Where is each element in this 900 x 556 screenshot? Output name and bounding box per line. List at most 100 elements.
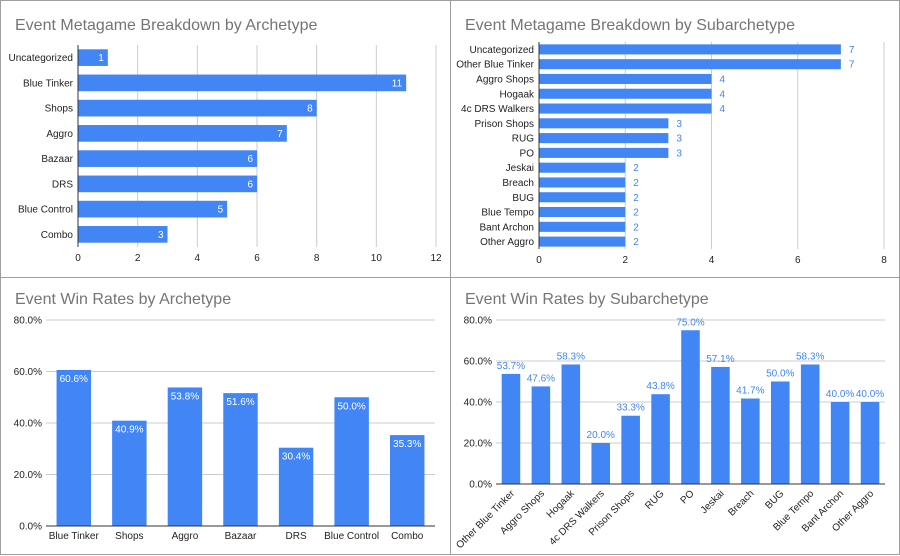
data-label: 40.0% [826, 389, 854, 400]
x-tick-label: Blue Control [324, 531, 379, 542]
bar-aggro-shops [539, 73, 712, 84]
data-label: 3 [676, 134, 682, 145]
archetype-winrate-chart: Event Win Rates by Archetype 0.0% 20.0% 40.… [14, 291, 435, 542]
chart-title: Event Metagame Breakdown by Subarchetype [465, 17, 795, 34]
data-label: 3 [676, 148, 682, 159]
x-tick-label: 10 [371, 253, 383, 264]
y-tick-label: 20.0% [14, 470, 42, 481]
y-tick-label: Uncategorized [470, 45, 534, 56]
data-label: 7 [849, 45, 855, 56]
y-tick-label: BUG [512, 193, 534, 204]
y-tick-label: 40.0% [464, 398, 492, 409]
y-tick-label: 60.0% [14, 367, 42, 378]
data-label: 6 [247, 154, 253, 165]
x-tick-label: Blue Tinker [49, 531, 100, 542]
y-tick-label: 0.0% [469, 480, 492, 491]
archetype-winrate-panel: Event Win Rates by Archetype 0.0% 20.0% 40.… [0, 277, 451, 555]
x-tick-label: DRS [286, 531, 307, 542]
chart-title: Event Win Rates by Archetype [15, 291, 231, 308]
bar-prison-shops [621, 415, 640, 484]
subarchetype-winrate-chart: Event Win Rates by Subarchetype 0.0% 20.0%… [454, 291, 885, 551]
x-tick-label: PO [679, 488, 697, 506]
y-tick-label: Uncategorized [9, 53, 73, 64]
bar-blue-control [334, 397, 369, 526]
data-label: 5 [218, 205, 224, 216]
data-label: 57.1% [706, 354, 734, 365]
data-label: 11 [392, 78, 403, 89]
y-tick-label: 40.0% [14, 419, 42, 430]
x-tick-label: 2 [135, 253, 141, 264]
archetype-breakdown-chart: Event Metagame Breakdown by Archetype 0 2 4… [9, 17, 442, 264]
x-tick-label: 8 [881, 255, 887, 266]
bar-hogaak [561, 364, 581, 484]
bar-blue-tinker [56, 369, 92, 526]
y-tick-label: 60.0% [464, 357, 492, 368]
x-tick-label: Breach [726, 488, 756, 518]
data-label: 1 [98, 53, 104, 64]
x-tick-label: Shops [115, 531, 143, 542]
x-tick-label: 0 [75, 253, 81, 264]
bar-jeskai [539, 162, 626, 173]
bar-shops [112, 420, 147, 526]
chart-title: Event Metagame Breakdown by Archetype [15, 17, 317, 34]
data-label: 33.3% [616, 403, 644, 414]
bar-combo [389, 435, 425, 526]
y-tick-label: Hogaak [500, 89, 535, 100]
data-label: 2 [633, 208, 639, 219]
x-tick-label: Combo [391, 531, 424, 542]
data-label: 53.8% [171, 391, 199, 402]
y-tick-label: Blue Tinker [23, 78, 74, 89]
bar-rug [651, 394, 670, 484]
data-label: 40.9% [115, 425, 143, 436]
y-tick-label: Bazaar [41, 154, 73, 165]
x-tick-label: 2 [622, 255, 628, 266]
data-label: 51.6% [226, 397, 254, 408]
bar-blue-tempo [539, 207, 626, 218]
y-tick-label: Aggro [46, 129, 73, 140]
data-label: 2 [633, 237, 639, 248]
x-tick-label: 8 [314, 253, 320, 264]
bar-shops [78, 99, 317, 117]
bar-breach [741, 398, 760, 484]
y-tick-label: Prison Shops [475, 119, 534, 130]
y-tick-label: Breach [502, 178, 534, 189]
data-label: 3 [676, 119, 682, 130]
archetype-breakdown-panel: Event Metagame Breakdown by Archetype 0 2 4… [0, 0, 451, 278]
y-tick-label: Blue Tempo [481, 208, 534, 219]
data-label: 53.7% [497, 361, 525, 372]
data-label: 4 [720, 74, 726, 85]
subarchetype-breakdown-chart: Event Metagame Breakdown by Subarchetype… [456, 17, 887, 266]
y-tick-label: 80.0% [464, 316, 492, 327]
x-tick-label: 0 [536, 255, 542, 266]
data-label: 3 [158, 230, 164, 241]
data-label: 35.3% [393, 439, 421, 450]
bar-other-aggro [539, 236, 626, 247]
bar-blue-control [78, 200, 228, 218]
y-tick-label: Other Aggro [480, 237, 534, 248]
bar-bant-archon [539, 221, 626, 232]
data-label: 58.3% [557, 351, 585, 362]
bar-blue-tempo [800, 364, 820, 484]
bar-bug [539, 192, 626, 203]
y-tick-label: DRS [52, 179, 73, 190]
data-label: 4 [720, 89, 726, 100]
x-tick-label: 12 [430, 253, 442, 264]
bar-bug [770, 381, 790, 484]
data-label: 7 [849, 60, 855, 71]
data-label: 20.0% [587, 430, 615, 441]
y-tick-label: 0.0% [19, 522, 42, 533]
x-tick-label: Jeskai [699, 488, 727, 516]
x-tick-label: Bazaar [225, 531, 257, 542]
data-label: 6 [247, 179, 253, 190]
y-tick-label: Jeskai [506, 163, 534, 174]
x-tick-label: 6 [254, 253, 260, 264]
bar-uncategorized [539, 44, 841, 55]
y-tick-label: Aggro Shops [476, 74, 534, 85]
bar-po [681, 330, 700, 484]
data-label: 2 [633, 178, 639, 189]
bar-breach [539, 177, 626, 188]
y-tick-label: 20.0% [464, 439, 492, 450]
bar-uncategorized [78, 49, 108, 66]
data-label: 8 [307, 104, 313, 115]
